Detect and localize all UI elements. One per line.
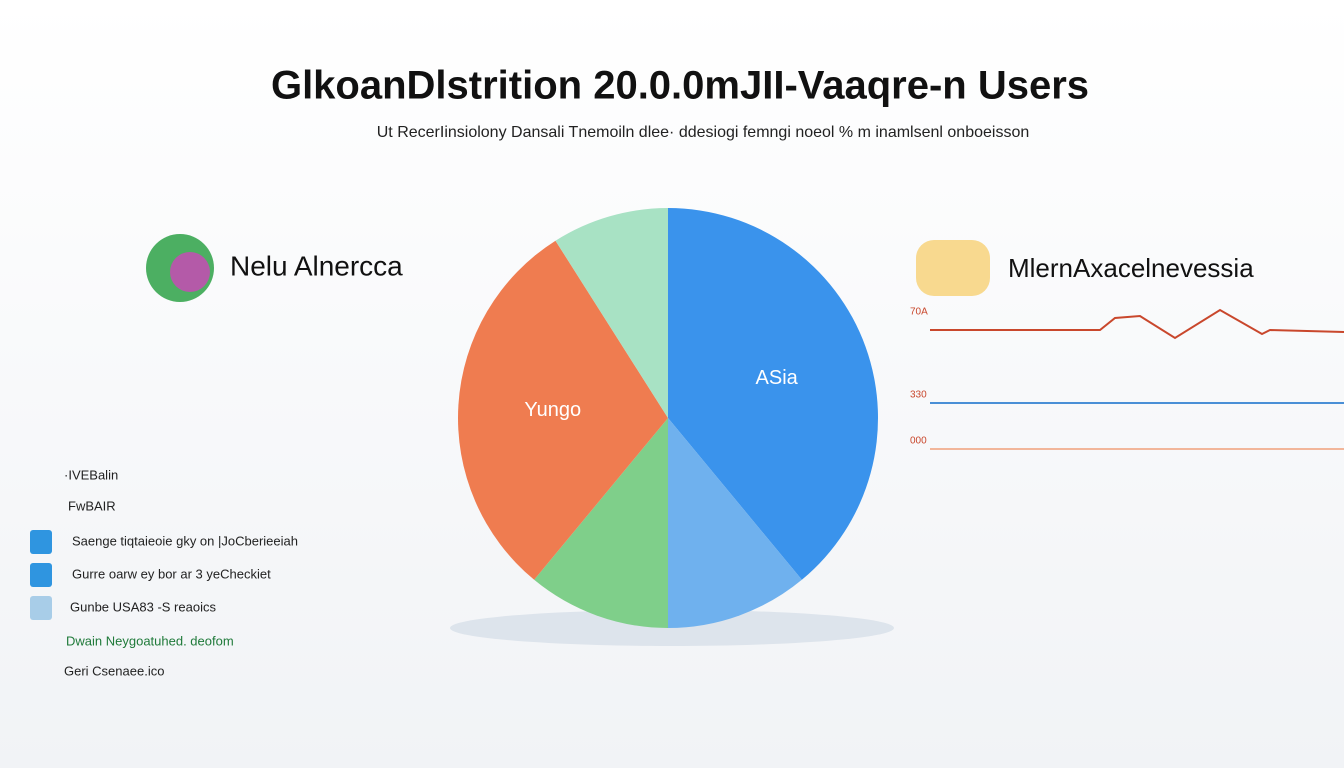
pie-slice — [458, 240, 668, 580]
list-icon — [30, 596, 52, 620]
right-lines: 70A 330 000 — [910, 307, 928, 447]
slice-label: Yungo — [524, 399, 581, 421]
list-item: Geri Csenaee.ico — [64, 663, 164, 678]
line-label: 330 — [910, 390, 927, 401]
list-item: Saenge tiqtaieoie gky on |JoCberieeiah — [72, 533, 298, 548]
list-item: FwBAIR — [68, 498, 116, 513]
pie-slice — [668, 418, 802, 628]
pie-shadow — [450, 610, 894, 646]
pie-slice — [555, 208, 668, 418]
pie-chart: ASia Yungo — [458, 208, 879, 628]
left-list: ·IVEBalin FwBAIR Saenge tiqtaieoie gky on … — [30, 467, 298, 678]
trend-line — [930, 308, 1344, 340]
right-heading: MlernAxacelnevessia — [1008, 253, 1254, 283]
list-icon — [30, 563, 52, 587]
right-icon — [916, 240, 990, 296]
pie-slice — [668, 208, 879, 580]
slice-label: ASia — [756, 367, 799, 389]
list-icon — [30, 530, 52, 554]
line-label: 000 — [910, 436, 927, 447]
left-heading: Nelu Alnercca — [230, 250, 403, 281]
title: GlkoanDlstrition 20.0.0mJII-Vaaqre-n Use… — [271, 64, 1089, 108]
list-item: Gunbe USA83 -S reaoics — [70, 599, 216, 614]
list-item: Gurre oarw ey bor ar 3 yeCheckiet — [72, 566, 271, 581]
left-icon-detail — [170, 252, 210, 292]
list-item: Dwain Neygoatuhed. deofom — [66, 633, 234, 648]
line-label: 70A — [910, 307, 928, 318]
list-item: ·IVEBalin — [64, 467, 118, 482]
pie-slice — [534, 418, 668, 628]
subtitle: Ut RecerIinsiolony Dansali Tnemoiln dlee… — [377, 124, 1030, 141]
